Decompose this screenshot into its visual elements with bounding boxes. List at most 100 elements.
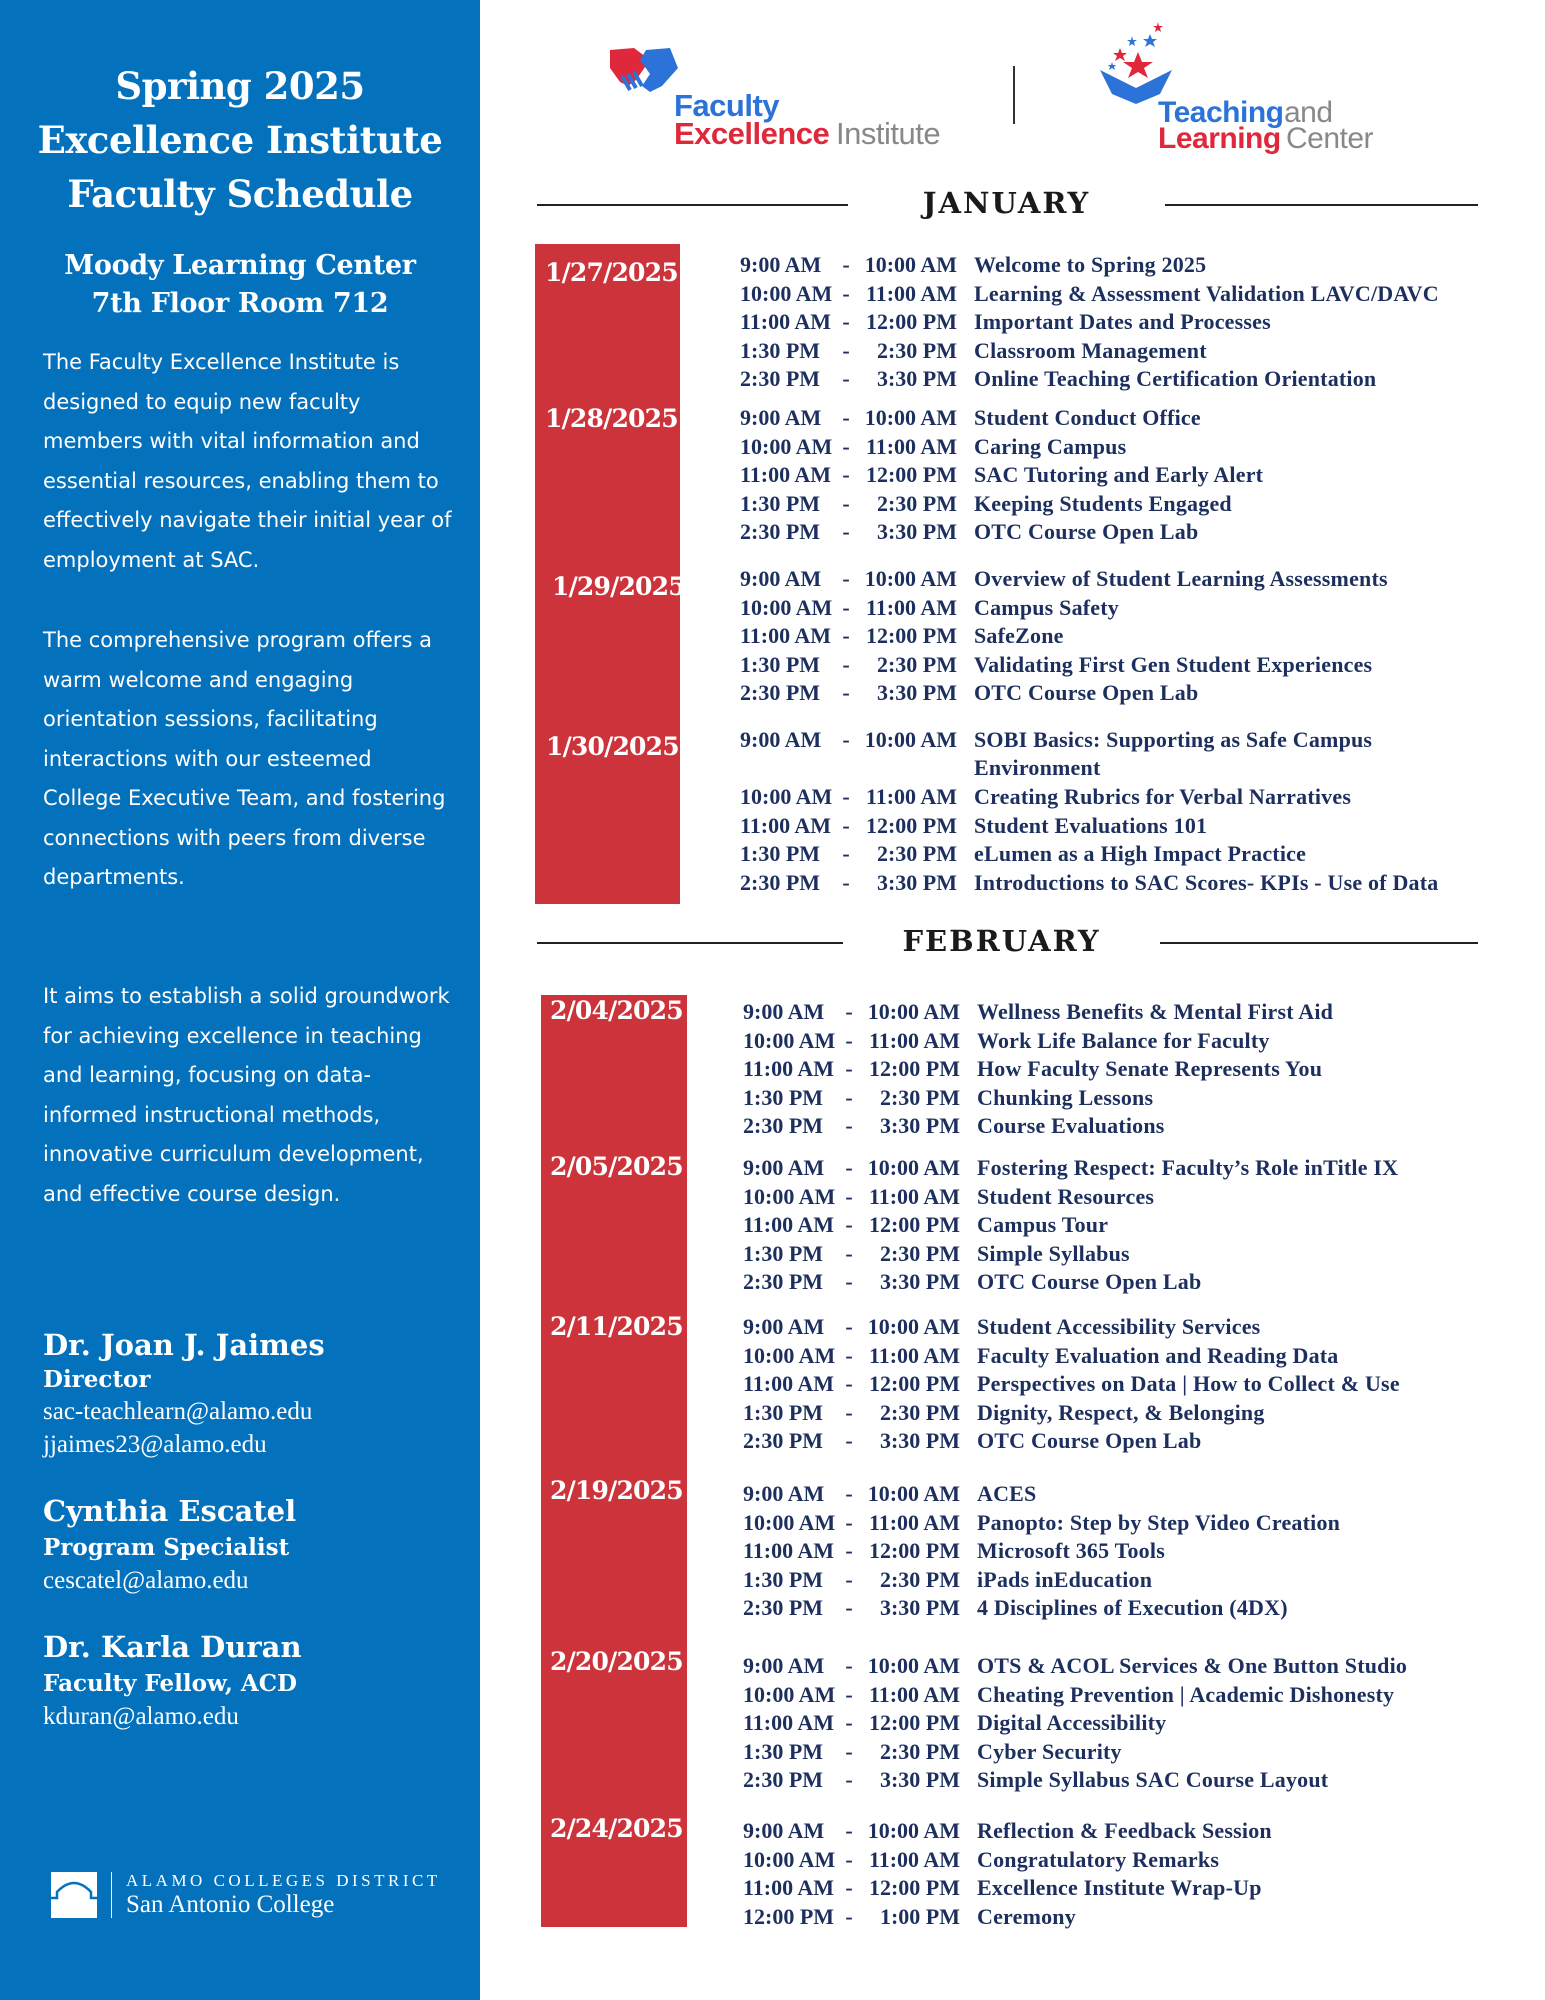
session-row: 10:00 AM -11:00 AM Learning & Assessment V…	[740, 280, 1439, 308]
session-row: 10:00 AM -11:00 AM Congratulatory Remarks	[743, 1846, 1219, 1874]
session-end-time: 11:00 AM	[868, 1509, 960, 1535]
session-row: 9:00 AM -10:00 AM Wellness Benefits & Ment…	[743, 998, 1333, 1026]
session-row: 9:00 AM -10:00 AM ACES	[743, 1480, 1037, 1508]
session-row: 10:00 AM -11:00 AM Campus Safety	[740, 594, 1119, 622]
session-end-time: 10:00 AM	[864, 405, 957, 430]
session-title: Student Resources	[977, 1183, 1155, 1209]
session-end-time: 12:00 PM	[868, 1056, 960, 1082]
contact-name: Dr. Karla Duran	[43, 1630, 302, 1664]
session-title: iPads inEducation	[977, 1566, 1153, 1592]
time-separator: -	[842, 594, 850, 620]
time-separator: -	[845, 1155, 853, 1180]
session-start-time: 2:30 PM	[743, 1113, 824, 1139]
day-date: 2/04/2025	[550, 996, 684, 1025]
session-title: Overview of Student Learning Assessments	[974, 566, 1388, 591]
time-separator: -	[845, 1240, 853, 1266]
time-separator: -	[845, 1027, 853, 1053]
session-row: 11:00 AM -12:00 PM SAC Tutoring and Early …	[740, 461, 1263, 489]
session-title: Fostering Respect: Faculty’s Role inTitl…	[977, 1155, 1399, 1180]
session-end-time: 11:00 AM	[865, 594, 957, 620]
time-separator: -	[845, 1183, 853, 1209]
session-start-time: 9:00 AM	[743, 1155, 825, 1180]
session-start-time: 1:30 PM	[743, 1566, 824, 1592]
day-date: 2/20/2025	[550, 1647, 684, 1676]
contact-email[interactable]: sac-teachlearn@alamo.edu	[43, 1398, 313, 1425]
session-end-time: 3:30 PM	[879, 1428, 960, 1454]
session-start-time: 2:30 PM	[740, 519, 821, 545]
session-start-time: 1:30 PM	[740, 490, 821, 516]
session-start-time: 1:30 PM	[743, 1084, 824, 1110]
time-separator: -	[842, 841, 850, 867]
tlc-word-center: Center	[1286, 122, 1374, 155]
time-separator: -	[845, 1738, 853, 1764]
session-title: Validating First Gen Student Experiences	[974, 651, 1373, 677]
session-title: OTC Course Open Lab	[974, 519, 1199, 545]
session-end-time: 3:30 PM	[879, 1595, 960, 1621]
session-row: 1:30 PM -2:30 PM Validating First Gen Stud…	[740, 651, 1372, 679]
session-start-time: 11:00 AM	[740, 309, 832, 335]
time-separator: -	[845, 1767, 853, 1793]
session-start-time: 10:00 AM	[740, 280, 833, 306]
session-row: 9:00 AM -10:00 AM Reflection & Feedback Se…	[743, 1817, 1272, 1845]
session-title: SafeZone	[974, 623, 1064, 649]
month-heading: JANUARY	[922, 186, 1091, 220]
session-row: 12:00 PM -1:00 PM Ceremony	[743, 1903, 1076, 1931]
contact-email[interactable]: kduran@alamo.edu	[43, 1703, 239, 1730]
session-row: 11:00 AM -12:00 PM Microsoft 365 Tools	[743, 1537, 1165, 1565]
contact-email[interactable]: cescatel@alamo.edu	[43, 1567, 249, 1594]
session-start-time: 1:30 PM	[743, 1240, 824, 1266]
session-row: 9:00 AM -10:00 AM Overview of Student Lear…	[740, 565, 1388, 593]
session-title: OTS & ACOL Services & One Button Studio	[977, 1653, 1408, 1678]
session-end-time: 2:30 PM	[876, 490, 957, 516]
session-title: Faculty Evaluation and Reading Data	[977, 1342, 1339, 1368]
session-title: Classroom Management	[974, 337, 1207, 363]
session-end-time: 10:00 AM	[867, 1314, 960, 1339]
time-separator: -	[842, 727, 850, 752]
session-row: 2:30 PM -3:30 PM OTC Course Open Lab	[740, 679, 1198, 707]
time-separator: -	[842, 651, 850, 677]
session-row: 1:30 PM -2:30 PM Classroom Management	[740, 337, 1207, 365]
contact-email[interactable]: jjaimes23@alamo.edu	[43, 1431, 267, 1458]
time-separator: -	[845, 1846, 853, 1872]
session-start-time: 10:00 AM	[743, 1342, 836, 1368]
day-date: 1/29/2025	[552, 572, 686, 601]
session-end-time: 3:30 PM	[876, 870, 957, 895]
session-row: 11:00 AM -12:00 PM Digital Accessibility	[743, 1709, 1166, 1737]
session-row: 2:30 PM -3:30 PM 4 Disciplines of Executio…	[743, 1594, 1288, 1622]
session-end-time: 2:30 PM	[879, 1566, 960, 1592]
month-heading: FEBRUARY	[902, 924, 1101, 958]
session-start-time: 9:00 AM	[740, 566, 822, 591]
session-end-time: 12:00 PM	[868, 1538, 960, 1564]
session-title: Caring Campus	[974, 433, 1127, 459]
day-date: 2/19/2025	[550, 1476, 684, 1505]
session-end-time: 2:30 PM	[876, 651, 957, 677]
session-start-time: 11:00 AM	[743, 1538, 835, 1564]
contact-name: Cynthia Escatel	[43, 1494, 297, 1528]
aims-paragraph: It aims to establish a solid groundwork …	[43, 984, 450, 1206]
session-start-time: 11:00 AM	[740, 812, 832, 838]
session-end-time: 11:00 AM	[868, 1342, 960, 1368]
session-title: Simple Syllabus	[977, 1240, 1130, 1266]
session-row: 10:00 AM -11:00 AM Panopto: Step by Step V…	[743, 1509, 1340, 1537]
session-row: 10:00 AM -11:00 AM Work Life Balance for F…	[743, 1027, 1270, 1055]
session-title: Student Conduct Office	[974, 405, 1201, 430]
session-start-time: 11:00 AM	[743, 1710, 835, 1736]
day-date: 1/28/2025	[545, 404, 679, 433]
session-start-time: 11:00 AM	[743, 1212, 835, 1238]
session-row: 1:30 PM -2:30 PM Chunking Lessons	[743, 1084, 1153, 1112]
location-line: 7th Floor Room 712	[91, 288, 389, 319]
session-end-time: 2:30 PM	[879, 1084, 960, 1110]
time-separator: -	[845, 1538, 853, 1564]
time-separator: -	[845, 999, 853, 1024]
time-separator: -	[842, 252, 850, 277]
session-end-time: 12:00 PM	[865, 462, 957, 488]
session-end-time: 10:00 AM	[867, 999, 960, 1024]
time-separator: -	[842, 337, 850, 363]
session-start-time: 9:00 AM	[743, 999, 825, 1024]
section-divider-line	[1160, 942, 1478, 944]
session-end-time: 11:00 AM	[868, 1183, 960, 1209]
session-title: Congratulatory Remarks	[977, 1846, 1220, 1872]
time-separator: -	[842, 462, 850, 488]
session-end-time: 1:00 PM	[879, 1903, 960, 1929]
session-row: 2:30 PM -3:30 PM Online Teaching Certifica…	[740, 365, 1376, 393]
